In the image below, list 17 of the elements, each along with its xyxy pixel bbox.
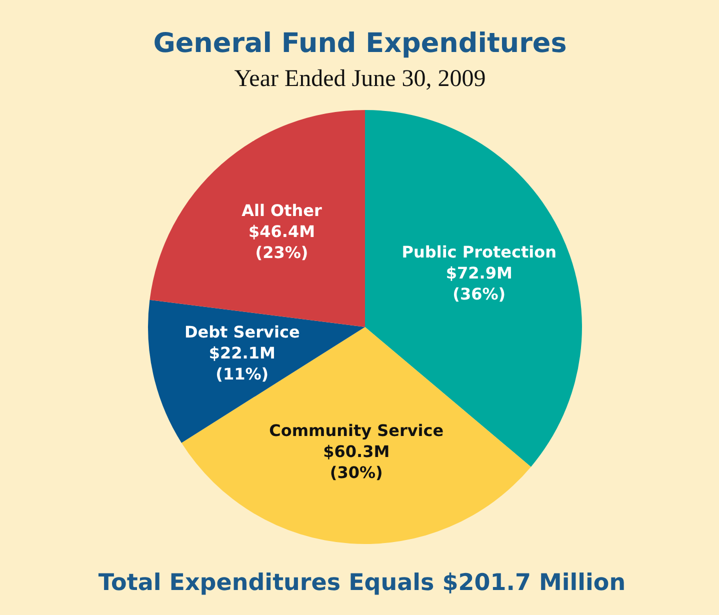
text: (23%) <box>255 242 308 262</box>
data-label: $46.4M <box>248 222 316 241</box>
pie-slice <box>150 110 365 327</box>
data-label: $22.1M <box>208 344 276 363</box>
chart-subtitle: Year Ended June 30, 2009 <box>234 66 486 92</box>
data-label: $60.3M <box>323 442 390 461</box>
text: Total Expenditures Equals $201.7 Million <box>98 570 626 596</box>
chart-title: General Fund Expenditures <box>153 28 567 59</box>
slice-label: Public Protection <box>402 242 556 262</box>
text: (11%) <box>216 364 269 384</box>
text: (36%) <box>452 284 506 304</box>
slice-label: Community Service <box>269 420 444 440</box>
slice-label: Debt Service <box>184 322 300 342</box>
pie-slice <box>182 327 531 544</box>
text: (30%) <box>330 462 383 482</box>
slice-label: All Other <box>242 200 322 220</box>
data-label: $72.9M <box>446 263 512 282</box>
